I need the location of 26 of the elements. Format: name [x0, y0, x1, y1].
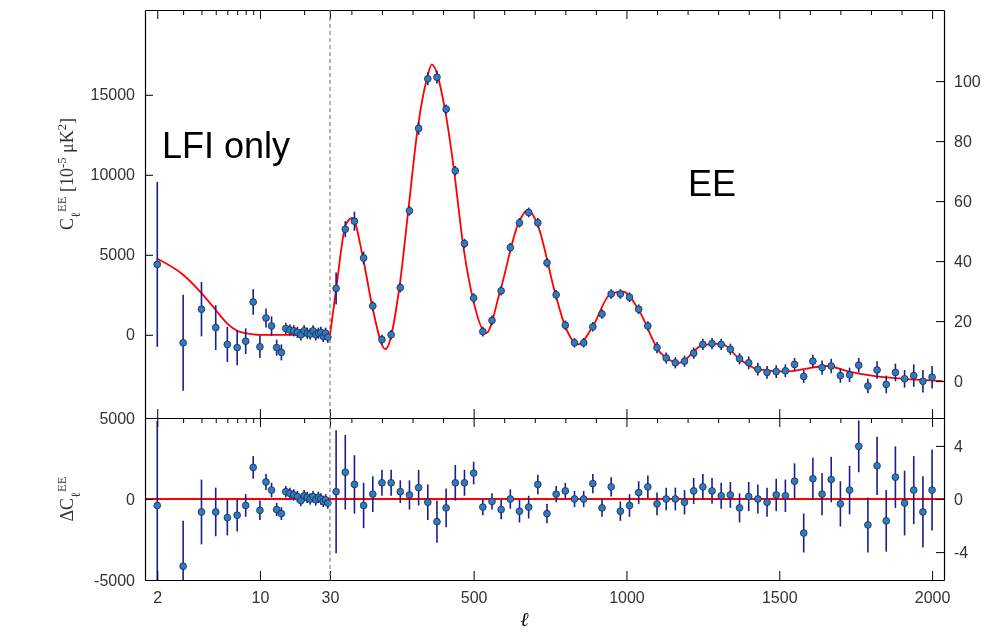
y-tick-label: 5000 — [99, 246, 136, 264]
y2-tick-label: 0 — [954, 490, 963, 508]
x-axis-title: ℓ — [520, 608, 530, 630]
y2-tick-label: 60 — [954, 192, 972, 210]
y-tick-label: 10000 — [90, 166, 136, 184]
y-tick-label: 15000 — [90, 86, 136, 104]
y2-tick-label: 80 — [954, 132, 972, 150]
y2-tick-label: -4 — [954, 543, 969, 561]
y-tick-label: 5000 — [99, 409, 136, 427]
annotation: EE — [687, 163, 737, 204]
y2-tick-label: 0 — [954, 372, 963, 390]
annotation: LFI only — [162, 125, 291, 166]
x-tick-label: 30 — [321, 589, 340, 607]
x-tick-label: 1000 — [609, 589, 645, 607]
x-tick-label: 1500 — [761, 589, 798, 607]
y-tick-label: 0 — [126, 490, 136, 508]
y2-tick-label: 4 — [954, 437, 963, 455]
y2-tick-label: 100 — [954, 72, 981, 90]
x-tick-label: 10 — [251, 589, 270, 607]
x-tick-label: 2000 — [914, 589, 951, 607]
x-tick-label: 500 — [460, 589, 488, 607]
x-tick-label: 2 — [153, 589, 163, 607]
y-tick-label: -5000 — [94, 571, 136, 589]
y-tick-label: 0 — [126, 326, 136, 344]
y2-tick-label: 40 — [954, 252, 972, 270]
y2-tick-label: 20 — [954, 312, 972, 330]
